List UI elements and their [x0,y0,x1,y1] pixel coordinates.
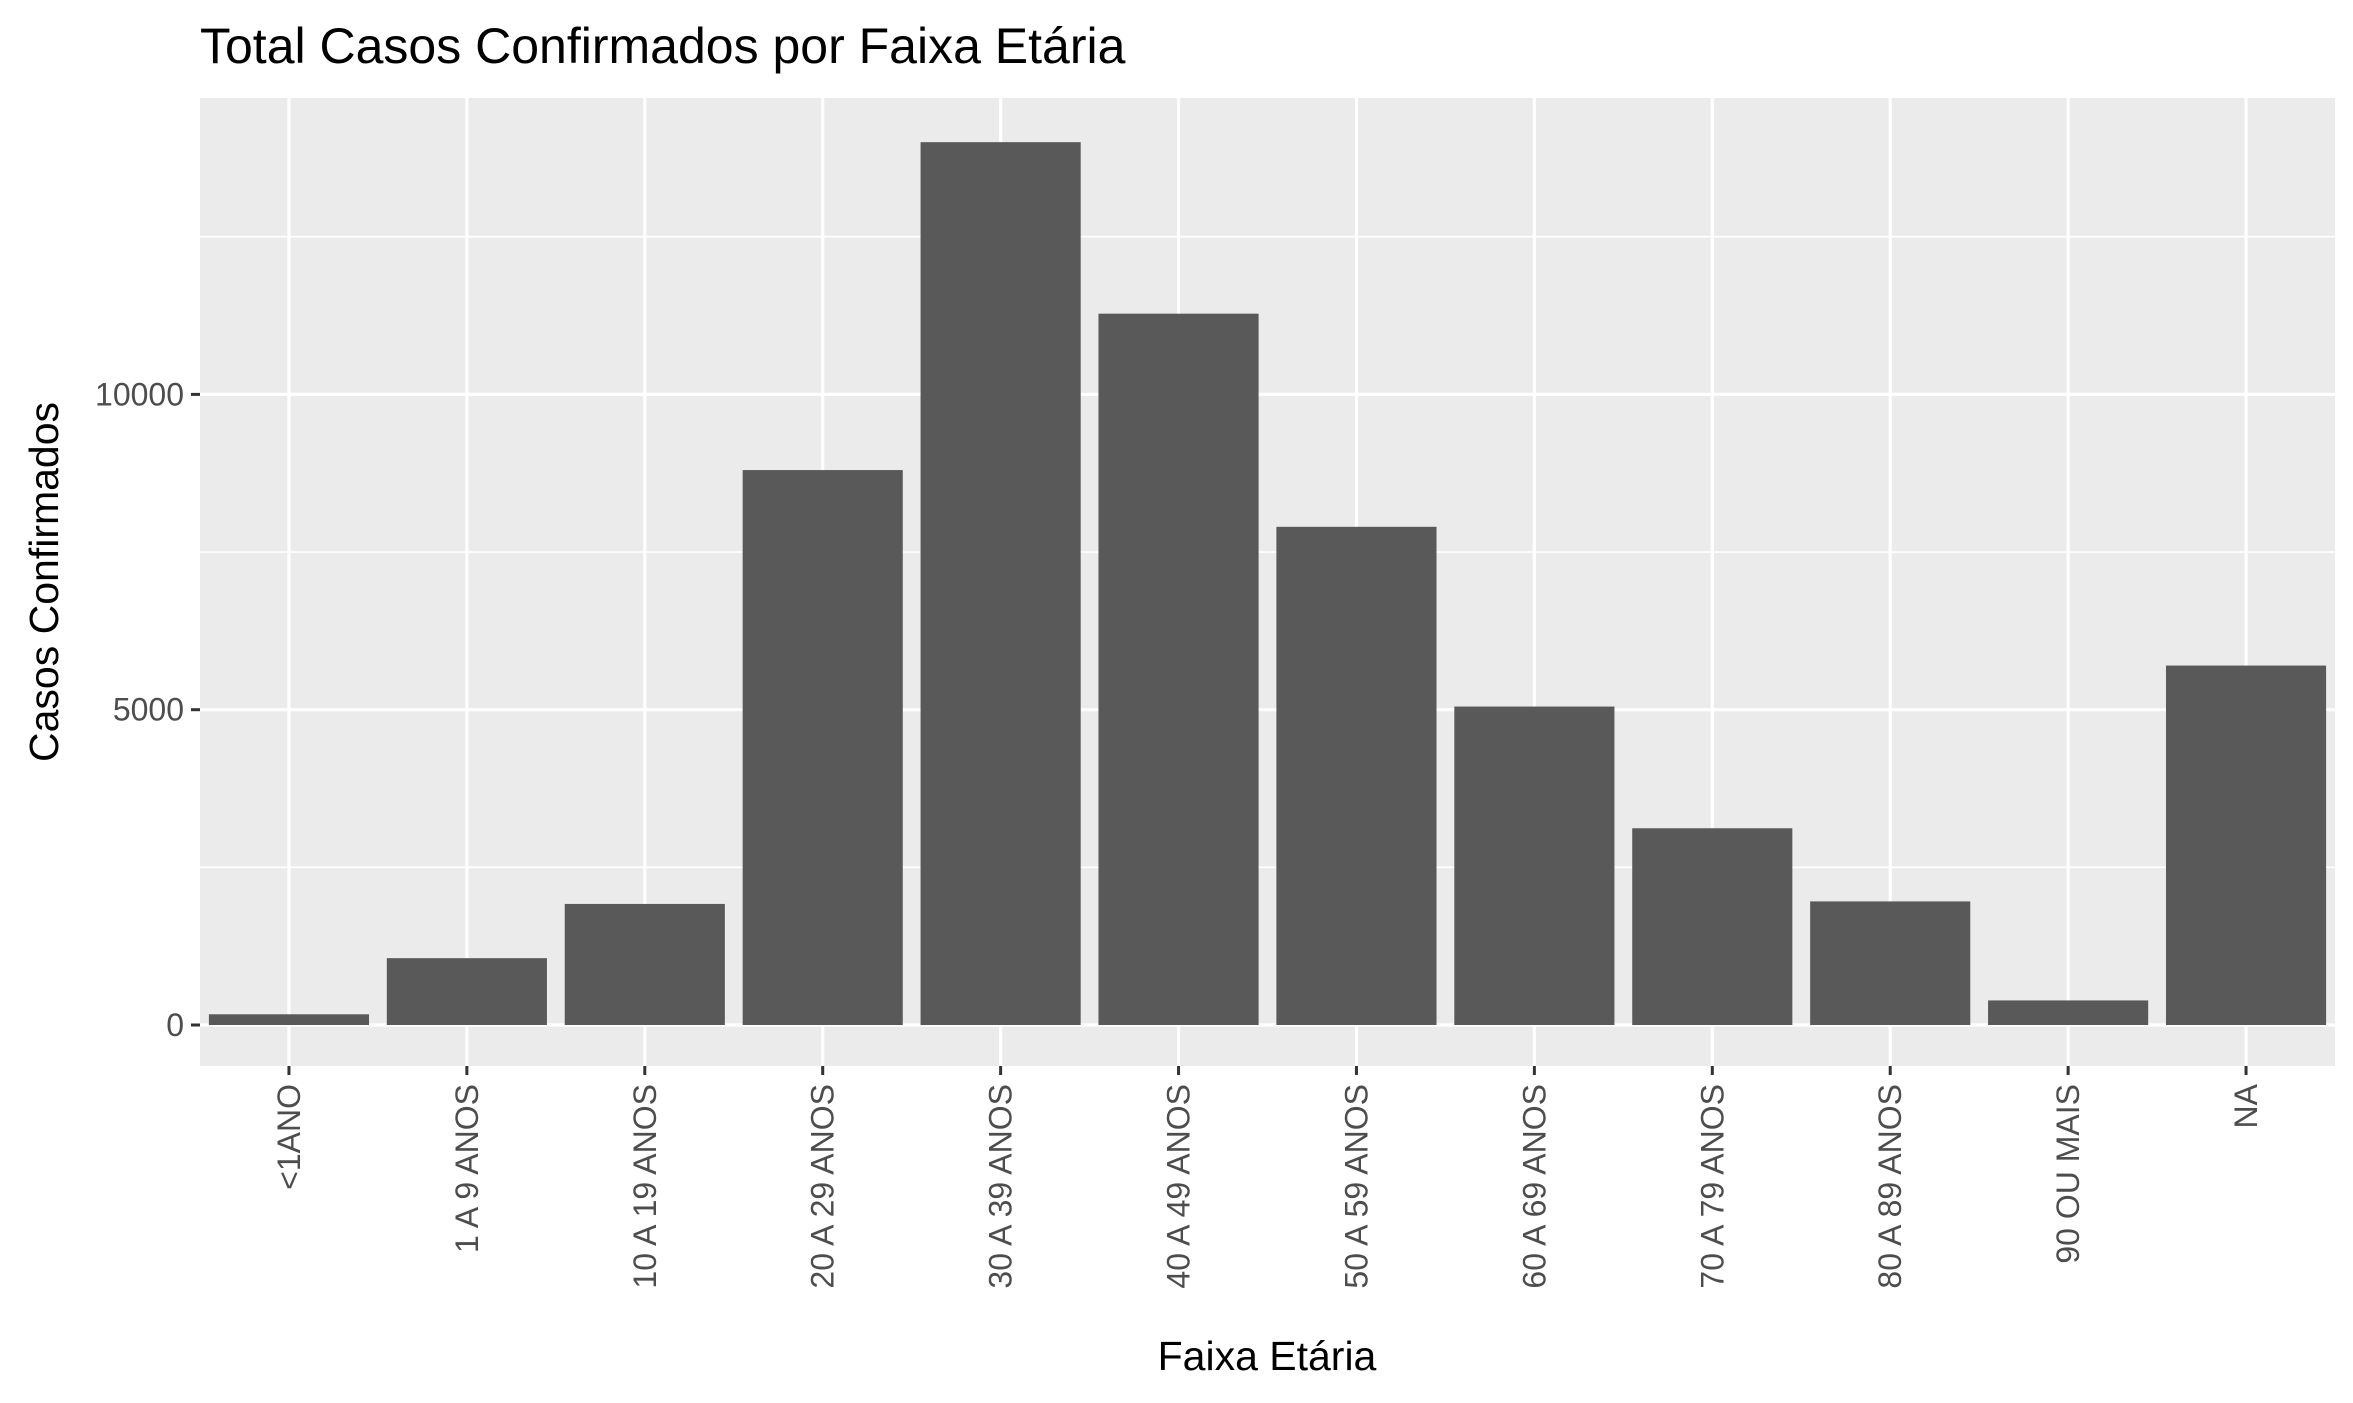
y-axis-title: Casos Confirmados [21,402,67,762]
x-tick-label: 70 A 79 ANOS [1694,1084,1730,1289]
x-tick-label: 30 A 39 ANOS [983,1084,1019,1289]
bar [1454,706,1615,1026]
x-tick-label: <1ANO [271,1084,307,1190]
x-axis-title: Faixa Etária [1158,1333,1377,1379]
bar [208,1014,370,1026]
bar [742,470,903,1026]
x-tick-label: 40 A 49 ANOS [1161,1084,1197,1289]
y-axis: 0 5000 10000 [95,376,200,1043]
bar [386,958,547,1026]
x-tick-label: NA [2228,1083,2264,1128]
x-tick-label: 90 OU MAIS [2050,1084,2086,1264]
bar [1276,526,1437,1026]
x-tick-label: 10 A 19 ANOS [627,1084,663,1289]
minor-gridlines [200,235,2335,869]
x-tick-label: 80 A 89 ANOS [1872,1084,1908,1289]
y-tick-label: 10000 [95,376,184,412]
bar [1988,1000,2149,1026]
bar [2165,665,2327,1026]
bar [1098,313,1259,1026]
x-tick-label: 60 A 69 ANOS [1516,1084,1552,1289]
bar [1632,828,1793,1026]
bar [920,142,1081,1026]
bar [564,903,725,1026]
bars [208,142,2327,1026]
y-tick-label: 0 [166,1007,184,1043]
chart-title: Total Casos Confirmados por Faixa Etária [200,18,1126,74]
y-tick-label: 5000 [113,692,184,728]
x-tick-label: 20 A 29 ANOS [805,1084,841,1289]
x-axis: <1ANO 1 A 9 ANOS 10 A 19 ANOS 20 A 29 ANOS 3… [271,1066,2264,1289]
x-tick-label: 50 A 59 ANOS [1338,1084,1374,1289]
plot-panel [200,98,2335,1066]
x-tick-label: 1 A 9 ANOS [449,1084,485,1253]
bar [1810,901,1971,1026]
